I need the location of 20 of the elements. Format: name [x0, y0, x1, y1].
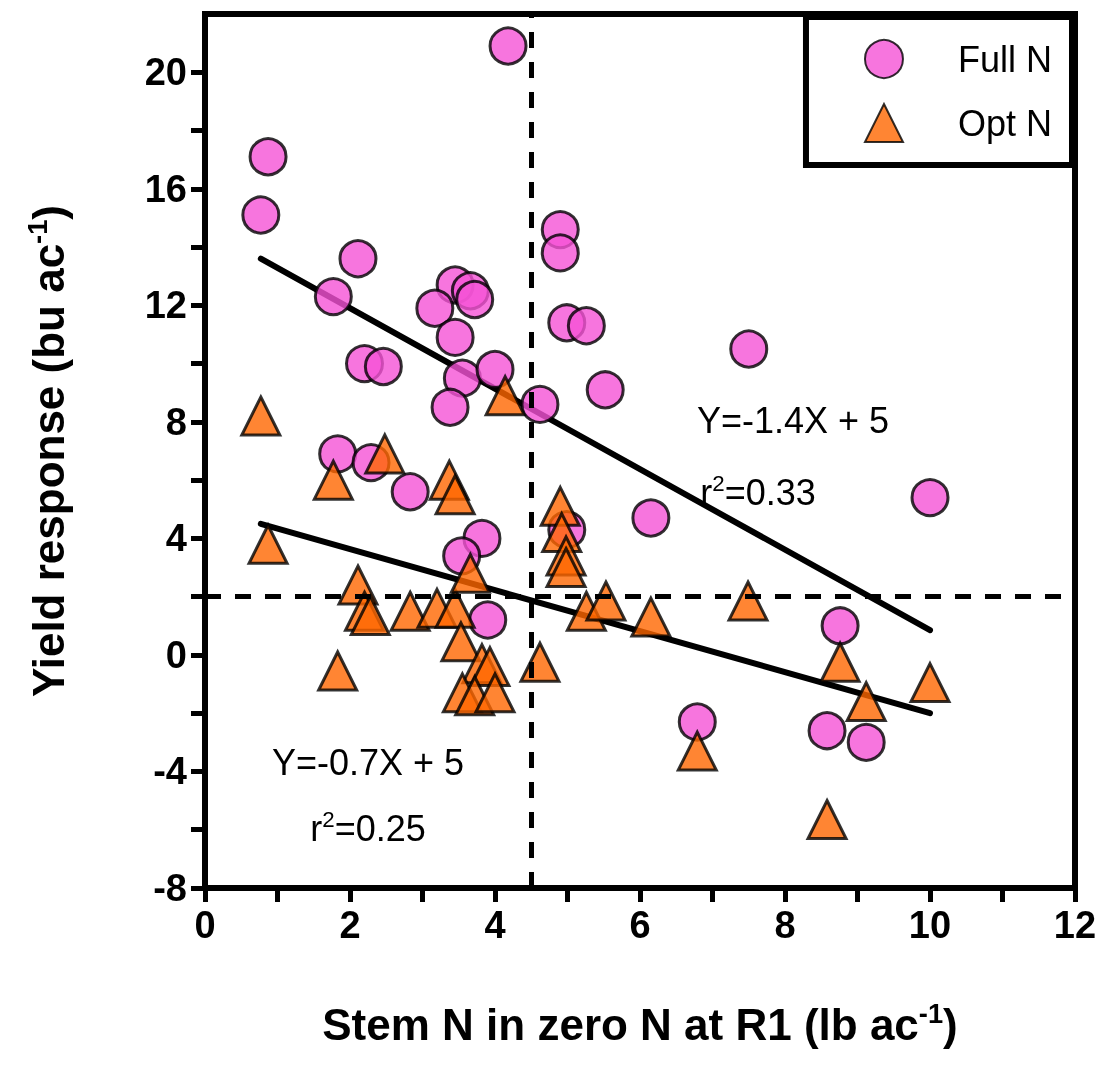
x-tick-label: 4: [484, 904, 506, 946]
x-tick-label: 0: [194, 904, 216, 946]
x-tick-label: 10: [908, 904, 952, 946]
y-tick-label: -8: [153, 867, 187, 909]
annotation: Y=-0.7X + 5: [271, 741, 465, 783]
x-tick-label: 6: [629, 904, 651, 946]
x-tick-label: 8: [774, 904, 796, 946]
y-tick-label: 4: [165, 517, 187, 560]
y-tick-label: 0: [165, 633, 187, 676]
y-tick-label: 12: [144, 284, 187, 327]
legend-label: Opt N: [957, 102, 1053, 144]
y-tick-label: -4: [153, 750, 187, 793]
legend-label: Full N: [957, 38, 1052, 80]
y-tick-label: 16: [144, 167, 187, 210]
x-tick-label: 2: [339, 904, 361, 946]
y-axis-title: Yield response (bu ac-1): [22, 204, 73, 698]
x-tick-label: 12: [1053, 904, 1097, 946]
y-tick-label: 20: [144, 51, 187, 94]
annotation: Y=-1.4X + 5: [696, 399, 890, 441]
y-tick-label: 8: [165, 400, 187, 443]
